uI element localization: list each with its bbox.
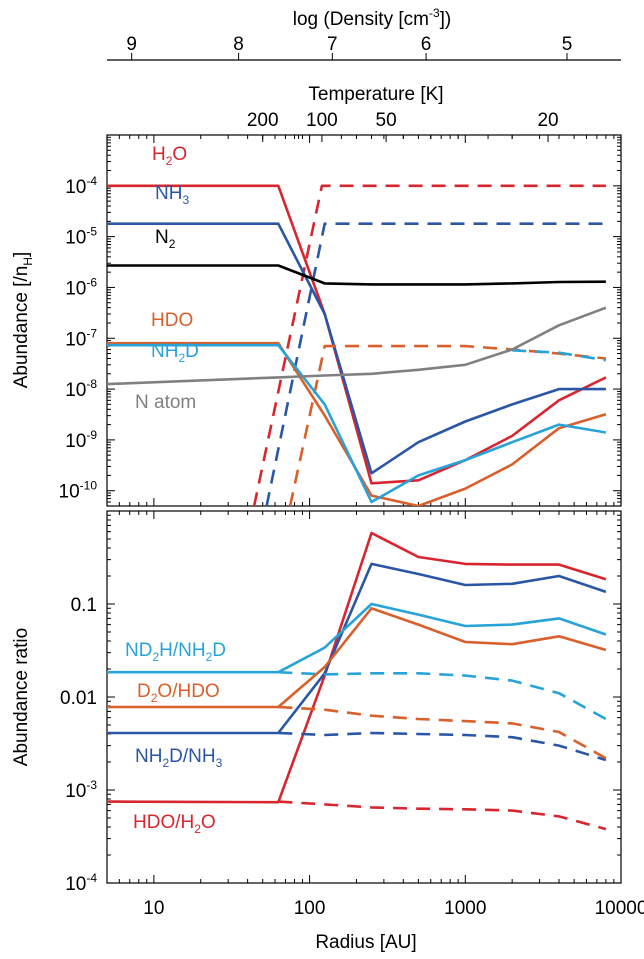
label-n2: N2	[155, 227, 176, 251]
radius-axis-title: Radius [AU]	[315, 932, 416, 953]
temperature-axis: Temperature [K] 200 100 50 20	[247, 84, 559, 142]
series-nh2d-nh3-gas-line-dashed	[278, 731, 607, 762]
y-tick-label: 10-10	[59, 479, 98, 503]
density-axis-title: log (Density [cm-3])	[293, 6, 451, 30]
series-nd2h-nh2d-line	[107, 602, 607, 674]
series-h2o-line	[107, 184, 607, 485]
label-d2o-hdo: D2O/HDO	[137, 681, 220, 705]
temperature-tick-label: 200	[247, 110, 279, 131]
ratio-axis-title: Abundance ratio	[11, 628, 32, 766]
series-n2-line	[107, 264, 606, 286]
label-nh2d: NH2D	[151, 341, 199, 365]
series-nh3-gas-line-dashed	[265, 222, 606, 506]
temperature-axis-title: Temperature [K]	[308, 84, 443, 105]
density-tick-label: 7	[327, 34, 338, 55]
density-tick-label: 5	[562, 34, 573, 55]
x-tick-label: 10	[143, 898, 164, 919]
density-tick-label: 8	[233, 34, 244, 55]
y-tick-label: 10-5	[65, 225, 97, 249]
ratio-panel: 10 100 1000 10000 10-4 10-3 0.01 0.1 ND2H/NH2D D…	[11, 510, 644, 953]
y-tick-label: 10-4	[65, 174, 97, 198]
series-nh2d-nh3-line	[107, 562, 607, 735]
density-axis: log (Density [cm-3]) 9 8 7 6 5	[107, 6, 621, 61]
label-h2o: H2O	[152, 144, 187, 168]
abundance-axis-title: Abundance [/nH]	[11, 252, 35, 389]
x-tick-label: 100	[294, 898, 326, 919]
density-tick-label: 6	[421, 34, 432, 55]
temperature-tick-label: 50	[376, 110, 397, 131]
label-hdo-h2o: HDO/H2O	[133, 812, 216, 836]
x-tick-label: 10000	[595, 898, 644, 919]
series-hdo-h2o-line	[107, 531, 607, 804]
x-tick-label: 1000	[444, 898, 486, 919]
series-nd2h-nh2d-gas-line-dashed	[278, 670, 607, 721]
series-n-atom-line	[107, 306, 607, 386]
y-tick-label: 0.01	[60, 688, 97, 709]
series-d2o-hdo-line	[107, 606, 607, 709]
abundance-panel: 10-10 10-9 10-8 10-7 10-6 10-5 10-4 H2O NH3 N2 HD…	[11, 134, 622, 507]
label-nd2h-nh2d: ND2H/NH2D	[125, 640, 226, 664]
series-nh2d-gas-line-dashed	[512, 349, 607, 362]
y-tick-label: 10-3	[65, 778, 97, 802]
y-tick-label: 10-4	[65, 871, 97, 895]
temperature-tick-label: 20	[537, 110, 558, 131]
label-nh2d-nh3: NH2D/NH3	[135, 746, 223, 770]
y-tick-label: 10-6	[65, 275, 97, 299]
y-tick-label: 10-8	[65, 377, 97, 401]
series-h2o-gas-line-dashed	[252, 184, 606, 506]
y-tick-label: 10-9	[65, 428, 97, 452]
y-tick-label: 10-7	[65, 326, 97, 350]
series-nh3-line	[107, 222, 606, 475]
abundance-panel-frame	[106, 134, 622, 507]
density-tick-label: 9	[126, 34, 137, 55]
label-n-atom: N atom	[135, 392, 196, 413]
series-hdo-h2o-gas-line-dashed	[278, 800, 607, 831]
series-nh2d-line	[107, 343, 607, 504]
label-nh3: NH3	[155, 183, 189, 207]
y-tick-label: 0.1	[71, 595, 97, 616]
label-hdo: HDO	[151, 310, 193, 331]
series-d2o-hdo-gas-line-dashed	[278, 705, 607, 760]
series-hdo-line	[107, 341, 607, 506]
temperature-tick-label: 100	[306, 110, 338, 131]
